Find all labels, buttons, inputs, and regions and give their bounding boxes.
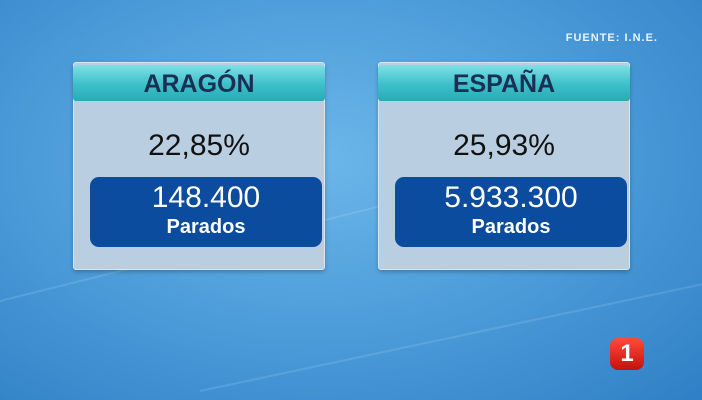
channel-logo: 1 bbox=[610, 338, 644, 370]
rate: 22,85% bbox=[148, 129, 250, 162]
count-label: Parados bbox=[471, 216, 551, 238]
decor-streak bbox=[199, 281, 702, 392]
panel-title: ESPAÑA bbox=[378, 65, 630, 101]
panel: ARAGÓN 22,85% 148.400 Parados bbox=[73, 62, 325, 270]
count: 5.933.300 bbox=[444, 181, 578, 214]
count-box: 5.933.300 Parados bbox=[395, 177, 627, 247]
count-box: 148.400 Parados bbox=[90, 177, 322, 247]
source: FUENTE: I.N.E. bbox=[565, 32, 658, 44]
rate: 25,93% bbox=[453, 129, 555, 162]
panel-title: ARAGÓN bbox=[73, 65, 325, 101]
count: 148.400 bbox=[151, 181, 261, 214]
count-label: Parados bbox=[166, 216, 246, 238]
panel: ESPAÑA 25,93% 5.933.300 Parados bbox=[378, 62, 630, 270]
